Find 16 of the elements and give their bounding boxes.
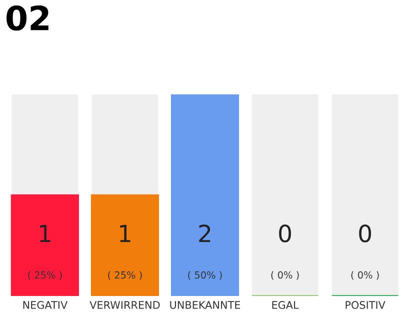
annotation: ( 0% ) — [271, 271, 299, 280]
annotation: ( 25% ) — [108, 271, 142, 280]
annotation: ( 25% ) — [28, 271, 62, 280]
annotation: ( 0% ) — [351, 271, 379, 280]
data-label: 0 — [359, 224, 372, 242]
data-label: 1 — [40, 224, 50, 242]
x-tick-label: VERWIRREND — [90, 301, 160, 309]
data-label: 2 — [199, 224, 210, 242]
data-label: 0 — [279, 224, 291, 242]
data-label: 1 — [120, 224, 130, 242]
x-tick-label: EGAL — [272, 301, 299, 309]
annotation: ( 50% ) — [188, 271, 222, 280]
x-tick-label: POSITIV — [346, 301, 386, 309]
x-tick-label: UNBEKANNTE — [170, 301, 240, 309]
chart-title: 02 — [6, 5, 48, 31]
x-tick-label: NEGATIV — [23, 301, 68, 309]
